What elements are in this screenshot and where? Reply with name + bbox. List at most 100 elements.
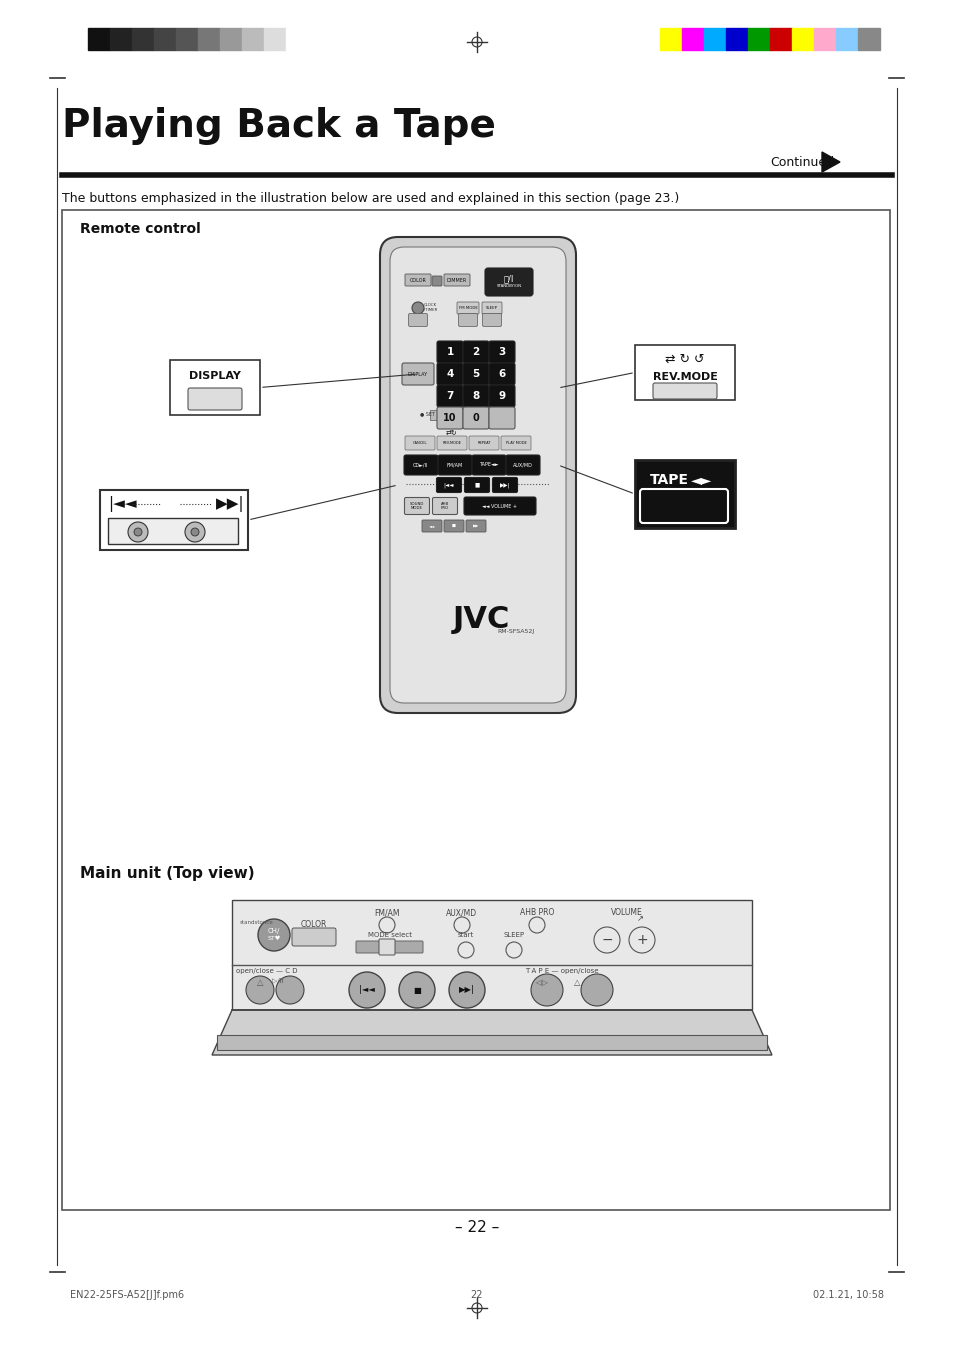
Text: open/close — C D: open/close — C D xyxy=(236,969,297,974)
FancyBboxPatch shape xyxy=(292,928,335,946)
Text: SLEEP: SLEEP xyxy=(485,305,497,309)
Text: 9: 9 xyxy=(497,390,505,401)
Circle shape xyxy=(257,919,290,951)
FancyBboxPatch shape xyxy=(405,436,435,450)
Text: △: △ xyxy=(573,978,579,988)
Text: TAPE◄►: TAPE◄► xyxy=(478,462,498,467)
FancyBboxPatch shape xyxy=(62,209,889,1210)
Text: ↗: ↗ xyxy=(636,915,643,923)
Bar xyxy=(659,28,681,50)
Text: FM MODE: FM MODE xyxy=(458,305,476,309)
Text: Remote control: Remote control xyxy=(80,222,200,236)
Text: ◄◄: ◄◄ xyxy=(429,524,435,528)
Circle shape xyxy=(531,974,562,1006)
Text: 5: 5 xyxy=(472,369,479,380)
Text: FM/AM: FM/AM xyxy=(374,908,399,917)
Bar xyxy=(220,28,242,50)
Text: Main unit (Top view): Main unit (Top view) xyxy=(80,866,254,881)
FancyBboxPatch shape xyxy=(489,407,515,430)
Text: 3: 3 xyxy=(497,347,505,357)
FancyBboxPatch shape xyxy=(464,477,489,493)
Text: |◄◄: |◄◄ xyxy=(358,985,375,994)
Text: CD►/II: CD►/II xyxy=(413,462,428,467)
Circle shape xyxy=(349,971,385,1008)
Text: COLOR: COLOR xyxy=(409,277,426,282)
Circle shape xyxy=(128,521,148,542)
Bar xyxy=(242,28,264,50)
Text: CH/: CH/ xyxy=(268,928,280,934)
FancyBboxPatch shape xyxy=(432,276,441,286)
FancyBboxPatch shape xyxy=(355,942,422,952)
Bar xyxy=(132,28,153,50)
FancyBboxPatch shape xyxy=(462,363,489,385)
Bar xyxy=(703,28,725,50)
FancyBboxPatch shape xyxy=(436,477,461,493)
Circle shape xyxy=(275,975,304,1004)
Text: Continued: Continued xyxy=(769,155,833,169)
Text: start: start xyxy=(457,932,474,938)
Text: AUX/MD: AUX/MD xyxy=(446,908,477,917)
FancyBboxPatch shape xyxy=(430,409,439,420)
Text: COLOR: COLOR xyxy=(300,920,327,929)
Text: ST♥: ST♥ xyxy=(267,935,280,940)
FancyBboxPatch shape xyxy=(443,274,470,286)
FancyBboxPatch shape xyxy=(500,436,531,450)
Text: FM/AM: FM/AM xyxy=(446,462,462,467)
FancyBboxPatch shape xyxy=(436,340,462,363)
Polygon shape xyxy=(212,1011,771,1055)
Text: VOLUME: VOLUME xyxy=(611,908,642,917)
Text: 1: 1 xyxy=(446,347,453,357)
Bar xyxy=(769,28,791,50)
FancyBboxPatch shape xyxy=(437,455,472,476)
Circle shape xyxy=(246,975,274,1004)
FancyBboxPatch shape xyxy=(436,436,467,450)
Bar xyxy=(813,28,835,50)
Text: ■: ■ xyxy=(452,524,456,528)
Text: SOUND
MODE: SOUND MODE xyxy=(410,501,424,511)
FancyBboxPatch shape xyxy=(505,455,539,476)
Text: EN22-25FS-A52[J]f.pm6: EN22-25FS-A52[J]f.pm6 xyxy=(70,1290,184,1300)
Text: |◄◄: |◄◄ xyxy=(108,496,136,512)
FancyBboxPatch shape xyxy=(436,407,462,430)
Text: AHB
PRO: AHB PRO xyxy=(440,501,449,511)
FancyBboxPatch shape xyxy=(489,363,515,385)
Text: MODE select: MODE select xyxy=(368,932,412,938)
FancyBboxPatch shape xyxy=(378,939,395,955)
Text: DIMMER: DIMMER xyxy=(446,277,467,282)
Text: RM-SFSA52J: RM-SFSA52J xyxy=(497,630,534,635)
Text: Playing Back a Tape: Playing Back a Tape xyxy=(62,107,496,145)
Text: ◁▷: ◁▷ xyxy=(535,978,548,988)
FancyBboxPatch shape xyxy=(462,407,489,430)
Bar xyxy=(110,28,132,50)
FancyBboxPatch shape xyxy=(390,247,565,703)
Text: DISPLAY: DISPLAY xyxy=(189,372,241,381)
FancyBboxPatch shape xyxy=(635,345,734,400)
Bar xyxy=(791,28,813,50)
Text: △: △ xyxy=(256,978,263,988)
FancyBboxPatch shape xyxy=(652,382,717,399)
FancyBboxPatch shape xyxy=(635,459,734,528)
FancyBboxPatch shape xyxy=(401,363,434,385)
Circle shape xyxy=(191,528,199,536)
Circle shape xyxy=(133,528,142,536)
Bar xyxy=(88,28,110,50)
Text: ▶▶|: ▶▶| xyxy=(215,496,244,512)
Text: 7: 7 xyxy=(446,390,454,401)
FancyBboxPatch shape xyxy=(489,340,515,363)
FancyBboxPatch shape xyxy=(405,274,431,286)
Text: 2: 2 xyxy=(472,347,479,357)
Text: 10: 10 xyxy=(443,413,456,423)
FancyBboxPatch shape xyxy=(432,497,457,515)
Text: ◄►: ◄► xyxy=(691,473,712,486)
Text: ⇄↻: ⇄↻ xyxy=(446,431,457,436)
Text: ⇄ ↻ ↺: ⇄ ↻ ↺ xyxy=(664,353,704,366)
Circle shape xyxy=(412,303,423,313)
FancyBboxPatch shape xyxy=(481,303,501,313)
Text: 8: 8 xyxy=(472,390,479,401)
FancyBboxPatch shape xyxy=(188,388,242,409)
Text: ● SET: ● SET xyxy=(419,412,435,416)
FancyBboxPatch shape xyxy=(232,900,751,1011)
FancyBboxPatch shape xyxy=(436,385,462,407)
FancyBboxPatch shape xyxy=(469,436,498,450)
FancyBboxPatch shape xyxy=(421,520,441,532)
